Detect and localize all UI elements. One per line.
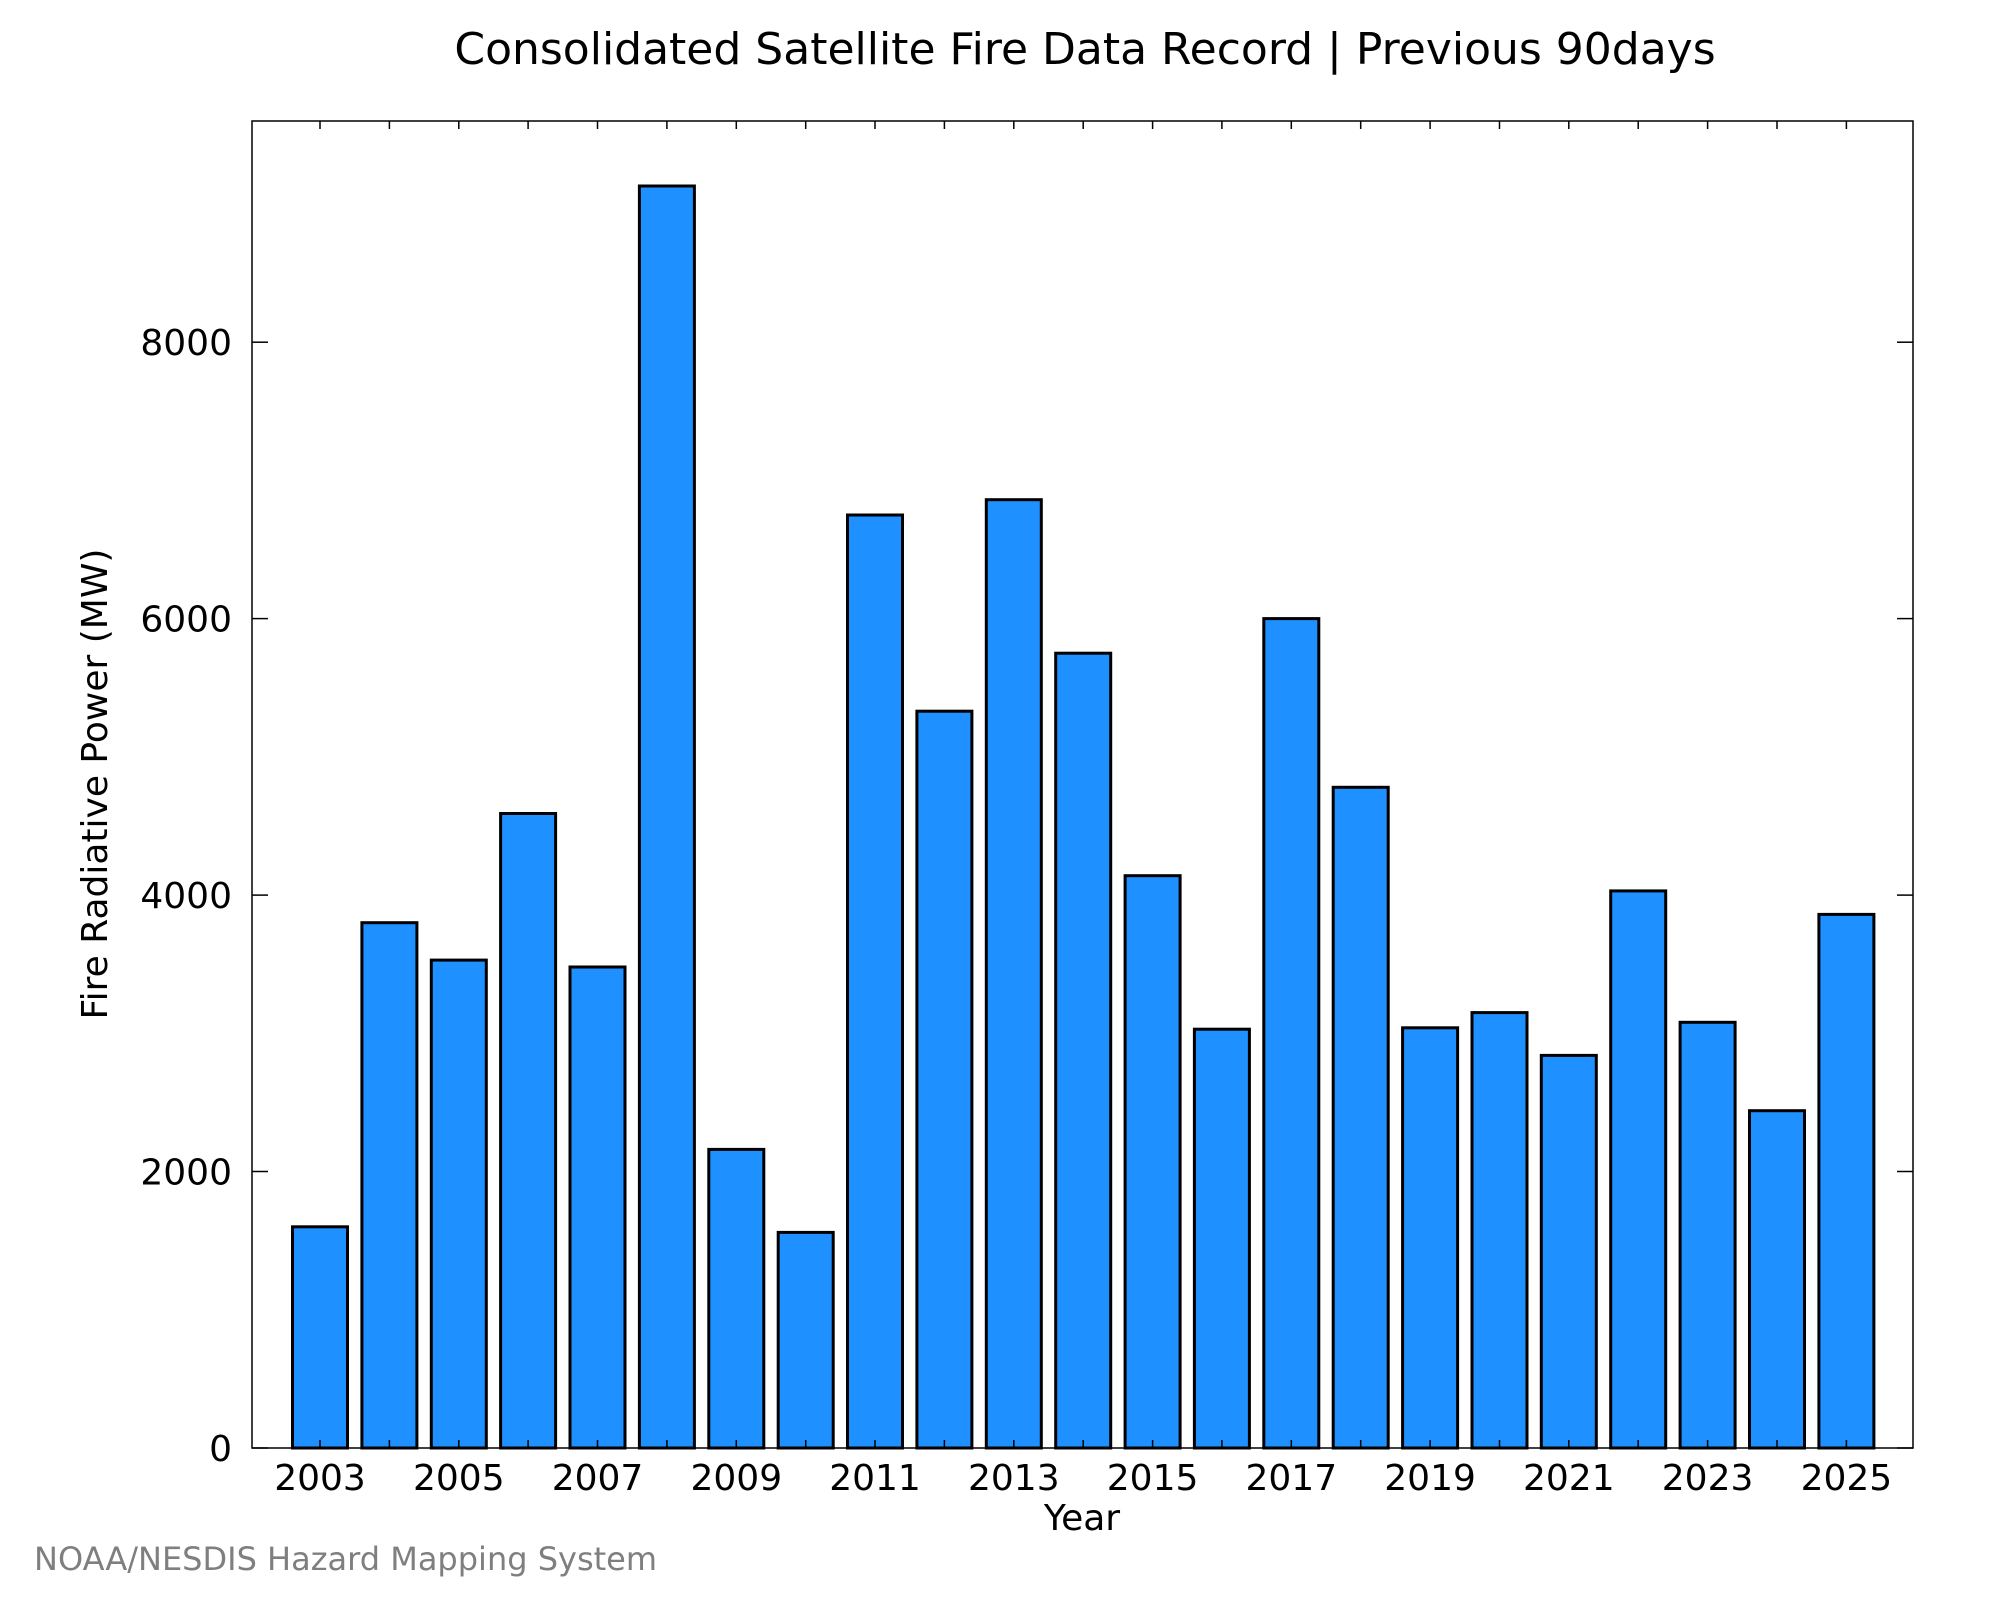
y-tick-label-6000: 6000 (140, 600, 232, 641)
bar-2006 (499, 812, 558, 1450)
x-tick-label-2005: 2005 (413, 1458, 505, 1499)
x-tick-label-2003: 2003 (274, 1458, 366, 1499)
x-tick-label-2011: 2011 (829, 1458, 921, 1499)
x-tick-label-2025: 2025 (1801, 1458, 1893, 1499)
bar-2020 (1470, 1011, 1529, 1450)
bar-2015 (1123, 874, 1182, 1450)
bar-2008 (637, 184, 696, 1450)
bar-2011 (846, 513, 904, 1450)
bar-2005 (429, 958, 488, 1450)
credit-text: NOAA/NESDIS Hazard Mapping System (34, 1540, 657, 1578)
bar-2024 (1748, 1109, 1806, 1450)
chart-title: Consolidated Satellite Fire Data Record … (454, 24, 1715, 75)
x-tick-label-2019: 2019 (1384, 1458, 1476, 1499)
bar-2014 (1054, 651, 1113, 1450)
y-tick-label-2000: 2000 (140, 1153, 232, 1194)
bar-2004 (360, 921, 419, 1450)
x-tick-label-2021: 2021 (1523, 1458, 1615, 1499)
bar-2003 (291, 1225, 349, 1450)
bar-2021 (1539, 1053, 1598, 1450)
x-tick-label-2009: 2009 (690, 1458, 782, 1499)
bar-2023 (1678, 1020, 1737, 1450)
y-tick-labels: 0 2000 4000 6000 8000 (140, 323, 232, 1470)
x-tick-label-2023: 2023 (1662, 1458, 1754, 1499)
x-tick-label-2017: 2017 (1245, 1458, 1337, 1499)
y-tick-label-4000: 4000 (140, 876, 232, 917)
x-tick-label-2015: 2015 (1107, 1458, 1199, 1499)
bar-2018 (1331, 785, 1390, 1450)
x-tick-label-2007: 2007 (552, 1458, 644, 1499)
y-tick-label-8000: 8000 (140, 323, 232, 364)
bar-2012 (915, 709, 974, 1450)
y-tick-label-0: 0 (209, 1429, 232, 1470)
y-axis-label: Fire Radiative Power (MW) (75, 549, 116, 1020)
bar-2019 (1401, 1026, 1460, 1450)
bar-2017 (1262, 617, 1321, 1450)
bar-2013 (984, 498, 1043, 1450)
x-tick-label-2013: 2013 (968, 1458, 1060, 1499)
bar-2007 (568, 965, 627, 1450)
bar-2025 (1817, 912, 1876, 1450)
bars-group (291, 184, 1876, 1450)
x-axis-label: Year (1043, 1498, 1120, 1539)
plot-frame (251, 120, 1914, 1449)
bar-2010 (776, 1230, 835, 1450)
bar-2009 (707, 1147, 766, 1450)
x-tick-labels: 2003 2005 2007 2009 2011 2013 2015 2017 2019 2021… (274, 1458, 1892, 1499)
bar-2022 (1609, 889, 1668, 1450)
bar-2016 (1192, 1027, 1251, 1450)
